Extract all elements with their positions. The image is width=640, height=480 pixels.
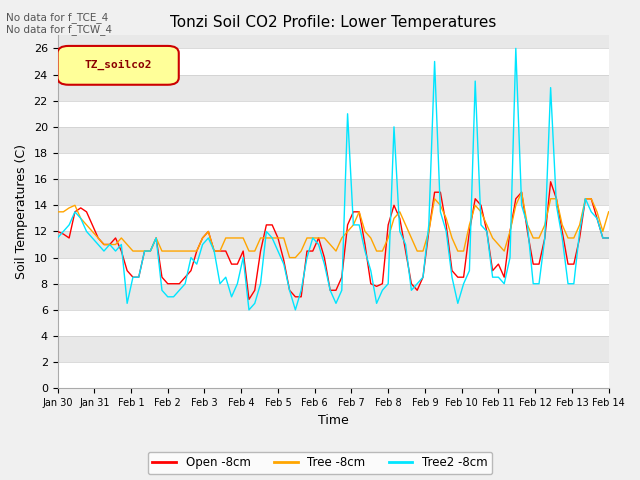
Bar: [58, 153, 609, 179]
Open -8cm: [54, 228, 61, 234]
Tree2 -8cm: [605, 235, 612, 241]
Text: No data for f_TCW_4: No data for f_TCW_4: [6, 24, 113, 35]
Bar: [58, 231, 609, 258]
Tree2 -8cm: [355, 222, 363, 228]
Open -8cm: [298, 294, 305, 300]
X-axis label: Time: Time: [317, 414, 348, 427]
Bar: [58, 336, 609, 362]
Bar: [58, 310, 609, 336]
Open -8cm: [570, 261, 578, 267]
Tree -8cm: [129, 248, 137, 254]
Title: Tonzi Soil CO2 Profile: Lower Temperatures: Tonzi Soil CO2 Profile: Lower Temperatur…: [170, 15, 496, 30]
Tree -8cm: [355, 209, 363, 215]
Bar: [58, 101, 609, 127]
Bar: [58, 179, 609, 205]
Tree -8cm: [298, 248, 305, 254]
FancyBboxPatch shape: [58, 46, 179, 85]
Bar: [58, 284, 609, 310]
Bar: [58, 48, 609, 74]
Open -8cm: [547, 179, 554, 185]
Bar: [58, 258, 609, 284]
Tree -8cm: [54, 209, 61, 215]
Open -8cm: [605, 235, 612, 241]
Text: TZ_soilco2: TZ_soilco2: [84, 60, 152, 71]
Legend: Open -8cm, Tree -8cm, Tree2 -8cm: Open -8cm, Tree -8cm, Tree2 -8cm: [148, 452, 492, 474]
Tree2 -8cm: [512, 46, 520, 51]
Tree -8cm: [211, 248, 218, 254]
Y-axis label: Soil Temperatures (C): Soil Temperatures (C): [15, 144, 28, 279]
Open -8cm: [211, 248, 218, 254]
Tree2 -8cm: [211, 248, 218, 254]
Tree -8cm: [605, 209, 612, 215]
Open -8cm: [355, 209, 363, 215]
Tree2 -8cm: [338, 288, 346, 293]
Bar: [58, 74, 609, 101]
Line: Tree2 -8cm: Tree2 -8cm: [58, 48, 609, 310]
Text: No data for f_TCE_4: No data for f_TCE_4: [6, 12, 109, 23]
Tree2 -8cm: [129, 274, 137, 280]
Tree -8cm: [285, 255, 293, 261]
Tree -8cm: [518, 189, 525, 195]
Open -8cm: [245, 297, 253, 302]
Bar: [58, 362, 609, 388]
Line: Tree -8cm: Tree -8cm: [58, 192, 609, 258]
Tree2 -8cm: [245, 307, 253, 313]
Bar: [58, 127, 609, 153]
Tree2 -8cm: [570, 281, 578, 287]
Open -8cm: [129, 274, 137, 280]
Tree -8cm: [338, 235, 346, 241]
Tree2 -8cm: [298, 288, 305, 293]
Line: Open -8cm: Open -8cm: [58, 182, 609, 300]
Bar: [58, 205, 609, 231]
Open -8cm: [338, 274, 346, 280]
Tree -8cm: [570, 235, 578, 241]
Tree2 -8cm: [54, 235, 61, 241]
